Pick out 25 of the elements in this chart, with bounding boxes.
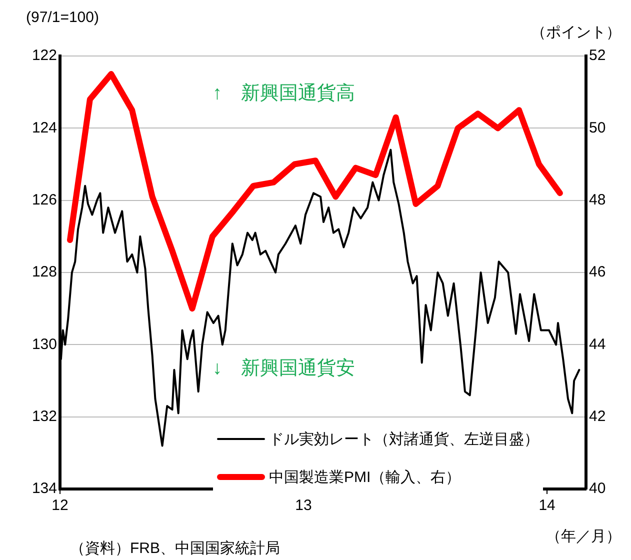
y2-tick-label: 50 bbox=[589, 119, 606, 136]
y-tick-label: 126 bbox=[32, 191, 57, 208]
y2-tick-label: 52 bbox=[589, 47, 606, 64]
text: （資料）FRB、中国国家統計局 bbox=[70, 540, 280, 558]
legend-label: 中国製造業PMI（輸入、右） bbox=[269, 468, 461, 486]
x-tick-label: 13 bbox=[295, 497, 312, 514]
y2-tick-label: 40 bbox=[589, 480, 606, 498]
x-tick-label: 12 bbox=[52, 497, 68, 514]
y-tick-label: 132 bbox=[32, 408, 57, 425]
y-tick-label: 130 bbox=[32, 336, 57, 353]
y2-tick-label: 48 bbox=[589, 191, 606, 208]
legend-label: ドル実効レート（対諸通貨、左逆目盛） bbox=[269, 430, 539, 448]
y-tick-label: 124 bbox=[32, 119, 57, 136]
x-tick-label: 14 bbox=[538, 497, 556, 514]
y-tick-label: 122 bbox=[32, 47, 57, 64]
y-axis-title: (97/1=100) bbox=[26, 9, 99, 26]
y2-tick-label: 46 bbox=[589, 264, 606, 281]
x-axis-title: （年／月） bbox=[546, 528, 621, 546]
y-tick-label: 134 bbox=[32, 480, 57, 498]
y2-tick-label: 44 bbox=[589, 336, 606, 353]
y2-tick-label: 42 bbox=[589, 408, 606, 425]
annotation: ↓ 新興国通貨安 bbox=[212, 356, 356, 379]
annotation: ↑ 新興国通貨高 bbox=[212, 82, 356, 104]
y-tick-label: 128 bbox=[32, 264, 57, 281]
y2-axis-title: （ポイント） bbox=[531, 24, 621, 42]
